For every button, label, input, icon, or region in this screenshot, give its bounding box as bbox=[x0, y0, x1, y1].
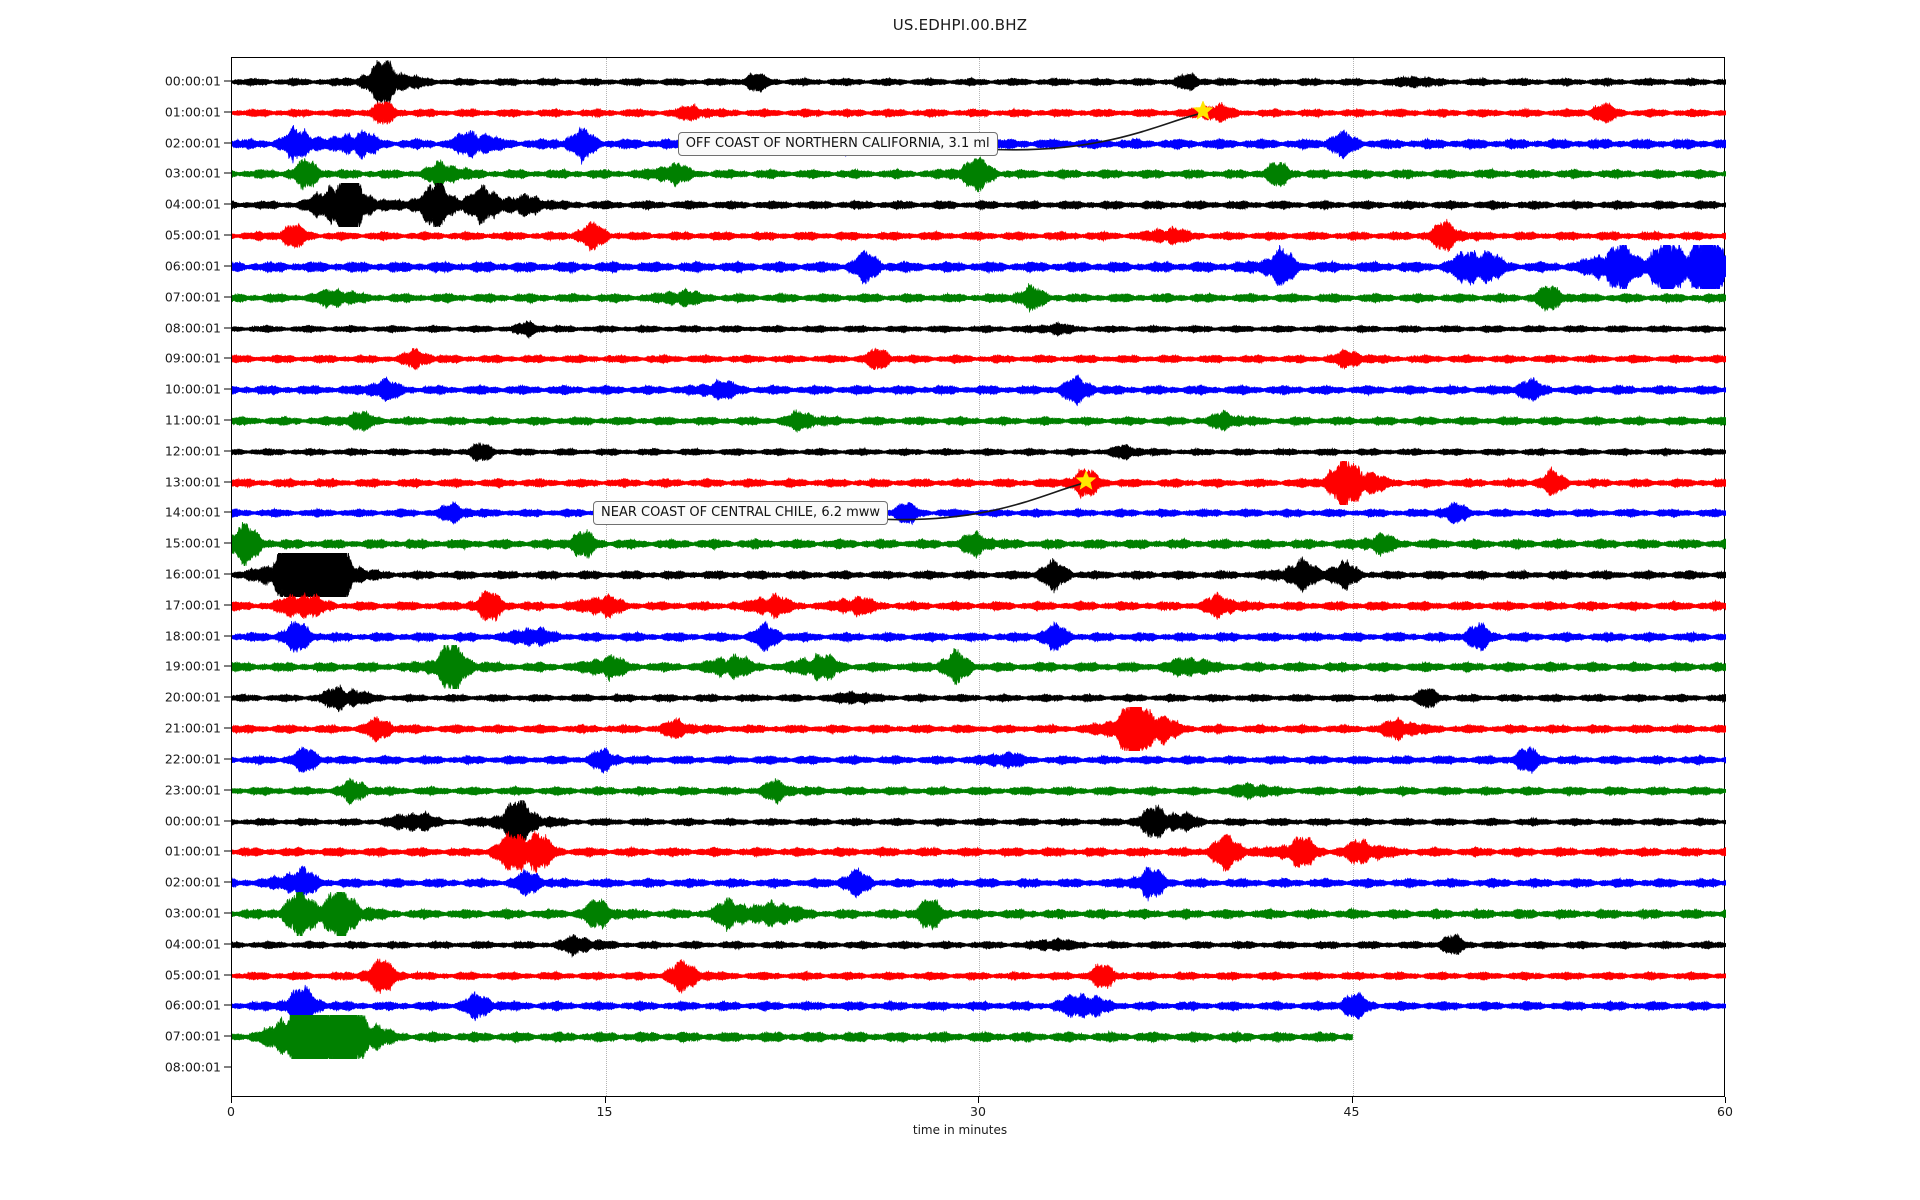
y-axis-tick-label: 00:00:01 bbox=[111, 813, 221, 828]
y-axis-tick-label: 01:00:01 bbox=[111, 844, 221, 859]
y-axis-tick-mark bbox=[224, 789, 231, 790]
y-axis-tick-label: 05:00:01 bbox=[111, 967, 221, 982]
y-axis-tick-label: 03:00:01 bbox=[111, 905, 221, 920]
x-axis-tick-label: 45 bbox=[1344, 1104, 1360, 1119]
annot-chile[interactable]: NEAR COAST OF CENTRAL CHILE, 6.2 mww bbox=[593, 501, 888, 525]
y-axis-tick-label: 16:00:01 bbox=[111, 567, 221, 582]
y-axis-tick-mark bbox=[224, 235, 231, 236]
y-axis-tick-label: 08:00:01 bbox=[111, 320, 221, 335]
y-axis-tick-label: 09:00:01 bbox=[111, 351, 221, 366]
y-axis-tick-mark bbox=[224, 974, 231, 975]
y-axis-tick-mark bbox=[224, 173, 231, 174]
y-axis-tick-mark bbox=[224, 204, 231, 205]
y-axis-tick-mark bbox=[224, 543, 231, 544]
x-axis-tick-mark bbox=[978, 1097, 979, 1103]
y-axis-tick-mark bbox=[224, 851, 231, 852]
y-axis-tick-label: 15:00:01 bbox=[111, 536, 221, 551]
y-axis-tick-label: 13:00:01 bbox=[111, 474, 221, 489]
y-axis-tick-label: 03:00:01 bbox=[111, 166, 221, 181]
annot-california[interactable]: OFF COAST OF NORTHERN CALIFORNIA, 3.1 ml bbox=[678, 132, 998, 156]
x-axis-tick-label: 0 bbox=[227, 1104, 235, 1119]
x-axis-tick-label: 15 bbox=[597, 1104, 613, 1119]
x-axis-tick-label: 30 bbox=[970, 1104, 986, 1119]
y-axis-tick-mark bbox=[224, 450, 231, 451]
event-star-icon bbox=[1076, 471, 1096, 495]
y-axis-tick-mark bbox=[224, 512, 231, 513]
y-axis-tick-label: 19:00:01 bbox=[111, 659, 221, 674]
y-axis-tick-label: 18:00:01 bbox=[111, 628, 221, 643]
y-axis-tick-mark bbox=[224, 358, 231, 359]
y-axis-tick-label: 04:00:01 bbox=[111, 936, 221, 951]
x-axis-tick-mark bbox=[231, 1097, 232, 1103]
y-axis-tick-mark bbox=[224, 666, 231, 667]
y-axis-tick-mark bbox=[224, 820, 231, 821]
x-axis-title: time in minutes bbox=[0, 1123, 1920, 1137]
y-axis-tick-mark bbox=[224, 327, 231, 328]
y-axis-tick-label: 22:00:01 bbox=[111, 751, 221, 766]
y-axis-tick-mark bbox=[224, 265, 231, 266]
plot-area: OFF COAST OF NORTHERN CALIFORNIA, 3.1 ml… bbox=[231, 57, 1725, 1097]
y-axis-tick-label: 06:00:01 bbox=[111, 258, 221, 273]
y-axis-tick-mark bbox=[224, 882, 231, 883]
y-axis-tick-mark bbox=[224, 389, 231, 390]
y-axis-tick-label: 12:00:01 bbox=[111, 443, 221, 458]
y-axis-tick-mark bbox=[224, 574, 231, 575]
y-axis-tick-label: 08:00:01 bbox=[111, 1060, 221, 1075]
y-axis-tick-label: 05:00:01 bbox=[111, 228, 221, 243]
x-axis-tick-mark bbox=[605, 1097, 606, 1103]
y-axis-tick-mark bbox=[224, 1036, 231, 1037]
y-axis-tick-label: 00:00:01 bbox=[111, 74, 221, 89]
y-axis-tick-mark bbox=[224, 111, 231, 112]
y-axis-tick-label: 02:00:01 bbox=[111, 875, 221, 890]
event-star-icon bbox=[1193, 101, 1213, 125]
y-axis-tick-label: 23:00:01 bbox=[111, 782, 221, 797]
y-axis-tick-mark bbox=[224, 912, 231, 913]
y-axis-tick-mark bbox=[224, 419, 231, 420]
y-axis-tick-label: 17:00:01 bbox=[111, 597, 221, 612]
y-axis-tick-mark bbox=[224, 1067, 231, 1068]
y-axis-tick-label: 21:00:01 bbox=[111, 721, 221, 736]
y-axis-tick-label: 14:00:01 bbox=[111, 505, 221, 520]
y-axis-tick-mark bbox=[224, 81, 231, 82]
y-axis-tick-mark bbox=[224, 481, 231, 482]
y-axis-tick-mark bbox=[224, 296, 231, 297]
y-axis-tick-mark bbox=[224, 604, 231, 605]
x-axis-tick-mark bbox=[1725, 1097, 1726, 1103]
y-axis-tick-mark bbox=[224, 697, 231, 698]
x-axis-tick-label: 60 bbox=[1717, 1104, 1733, 1119]
y-axis-tick-mark bbox=[224, 142, 231, 143]
y-axis-tick-label: 10:00:01 bbox=[111, 382, 221, 397]
y-axis-tick-mark bbox=[224, 1005, 231, 1006]
y-axis-tick-label: 02:00:01 bbox=[111, 135, 221, 150]
y-axis-tick-mark bbox=[224, 758, 231, 759]
y-axis-tick-mark bbox=[224, 635, 231, 636]
y-axis-tick-label: 07:00:01 bbox=[111, 1029, 221, 1044]
y-axis-tick-mark bbox=[224, 728, 231, 729]
y-axis-tick-label: 06:00:01 bbox=[111, 998, 221, 1013]
trace-row bbox=[232, 1015, 1353, 1059]
y-axis-tick-label: 04:00:01 bbox=[111, 197, 221, 212]
y-axis-tick-mark bbox=[224, 943, 231, 944]
y-axis-tick-label: 07:00:01 bbox=[111, 289, 221, 304]
y-axis-tick-label: 11:00:01 bbox=[111, 412, 221, 427]
y-axis-tick-label: 01:00:01 bbox=[111, 104, 221, 119]
y-axis-tick-label: 20:00:01 bbox=[111, 690, 221, 705]
x-axis-tick-mark bbox=[1352, 1097, 1353, 1103]
page-title: US.EDHPI.00.BHZ bbox=[0, 16, 1920, 34]
